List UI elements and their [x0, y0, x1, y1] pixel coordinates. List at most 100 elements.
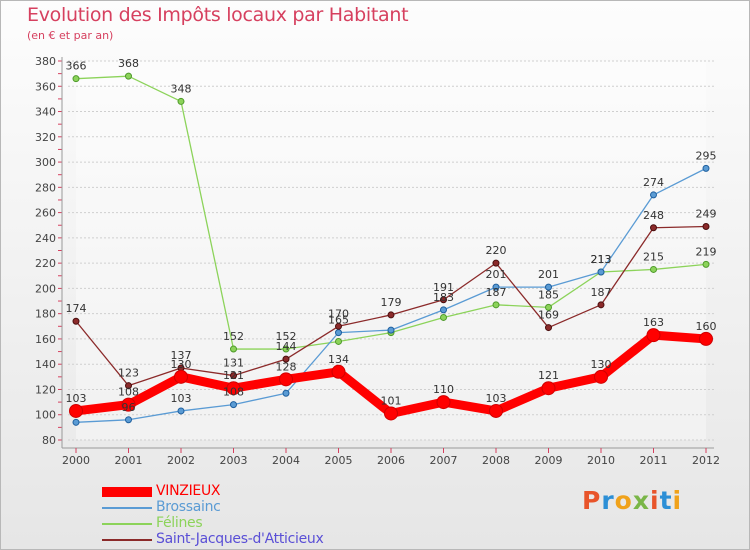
data-label: 274	[643, 176, 664, 189]
data-label: 152	[276, 330, 297, 343]
data-point	[702, 164, 710, 172]
data-point	[545, 303, 552, 311]
data-point	[541, 381, 556, 396]
data-point	[335, 322, 342, 330]
data-label: 128	[276, 360, 297, 373]
brand-letter: r	[601, 486, 615, 515]
y-tick-label: 160	[35, 333, 56, 346]
data-label: 121	[538, 369, 559, 382]
data-point	[335, 329, 342, 337]
data-label: 123	[118, 367, 139, 380]
brand-letter: t	[659, 486, 673, 515]
data-label: 348	[171, 82, 192, 95]
data-label: 137	[171, 349, 192, 362]
x-tick-label: 2001	[115, 454, 143, 467]
legend-label: VINZIEUX	[156, 483, 221, 499]
data-label: 103	[486, 392, 507, 405]
data-label: 144	[276, 340, 297, 353]
data-label: 219	[696, 245, 717, 258]
data-point	[545, 283, 552, 291]
brand-letter: x	[632, 486, 650, 515]
data-point	[650, 224, 657, 232]
data-point	[230, 372, 237, 380]
x-tick-label: 2012	[692, 454, 720, 467]
brand-letter: i	[672, 486, 683, 515]
data-label: 295	[696, 149, 717, 162]
data-label: 110	[433, 383, 454, 396]
data-label: 152	[223, 330, 244, 343]
data-point	[489, 403, 503, 418]
legend-label: Brossainc	[156, 499, 221, 515]
data-label: 108	[118, 386, 139, 399]
x-tick-label: 2002	[167, 454, 195, 467]
data-point	[492, 259, 500, 267]
x-tick-label: 2000	[62, 454, 90, 467]
data-label: 213	[591, 253, 612, 266]
data-label: 179	[381, 296, 402, 309]
data-point	[282, 345, 290, 353]
data-point	[174, 369, 188, 384]
data-label: 101	[381, 394, 402, 407]
data-point	[384, 406, 398, 421]
y-tick-label: 260	[35, 207, 56, 220]
y-tick-label: 220	[35, 257, 56, 270]
data-point	[650, 265, 657, 273]
brand-logo: Proxiti	[582, 486, 682, 515]
data-point	[282, 355, 290, 363]
data-point	[177, 97, 185, 105]
data-label: 215	[643, 250, 664, 263]
chart-title: Evolution des Impôts locaux par Habitant	[27, 4, 409, 26]
data-point	[646, 328, 661, 343]
data-label: 368	[118, 57, 139, 70]
y-tick-label: 100	[35, 409, 56, 422]
data-label: 220	[486, 244, 507, 257]
data-label: 121	[223, 369, 244, 382]
data-label: 191	[433, 281, 454, 294]
data-point	[597, 301, 605, 309]
data-point	[594, 369, 608, 384]
data-point	[331, 364, 346, 379]
data-label: 103	[171, 392, 192, 405]
y-tick-label: 120	[35, 383, 56, 396]
y-tick-label: 300	[35, 156, 56, 169]
y-tick-label: 360	[35, 80, 56, 93]
data-point	[230, 345, 237, 353]
data-label: 187	[486, 286, 507, 299]
data-label: 366	[66, 60, 87, 73]
data-label: 201	[486, 268, 507, 281]
legend-swatch	[102, 523, 152, 525]
data-label: 170	[328, 307, 349, 320]
data-point	[226, 381, 241, 396]
data-point	[177, 407, 185, 415]
chart-subtitle: (en € et par an)	[27, 29, 114, 42]
data-point	[125, 72, 132, 80]
legend-swatch	[102, 507, 152, 509]
data-label: 185	[538, 288, 559, 301]
data-label: 130	[591, 358, 612, 371]
data-point	[125, 382, 132, 390]
data-point	[702, 260, 710, 268]
x-tick-label: 2005	[325, 454, 353, 467]
data-point	[440, 313, 447, 321]
data-label: 130	[171, 358, 192, 371]
brand-letter: i	[650, 486, 660, 515]
data-label: 160	[696, 320, 717, 333]
data-point	[72, 418, 80, 426]
data-point	[72, 75, 80, 83]
legend-swatch	[102, 487, 152, 497]
data-point	[492, 283, 500, 291]
data-point	[279, 372, 293, 387]
data-point	[72, 317, 80, 325]
data-point	[125, 416, 132, 424]
brand-letter: P	[582, 486, 602, 515]
data-label: 249	[696, 207, 717, 220]
legend-label: Félines	[156, 515, 203, 531]
data-label: 103	[66, 392, 87, 405]
x-tick-label: 2008	[482, 454, 510, 467]
y-tick-label: 80	[42, 434, 56, 447]
data-point	[436, 395, 451, 410]
data-label: 96	[122, 401, 136, 414]
legend-label: Saint-Jacques-d'Atticieux	[156, 531, 324, 547]
x-tick-label: 2009	[535, 454, 563, 467]
